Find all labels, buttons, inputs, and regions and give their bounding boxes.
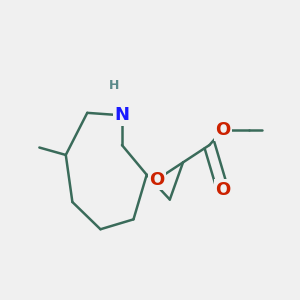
Text: H: H — [109, 79, 119, 92]
Text: O: O — [149, 171, 164, 189]
Text: O: O — [215, 121, 230, 139]
Text: O: O — [215, 181, 230, 199]
Text: N: N — [114, 106, 129, 124]
